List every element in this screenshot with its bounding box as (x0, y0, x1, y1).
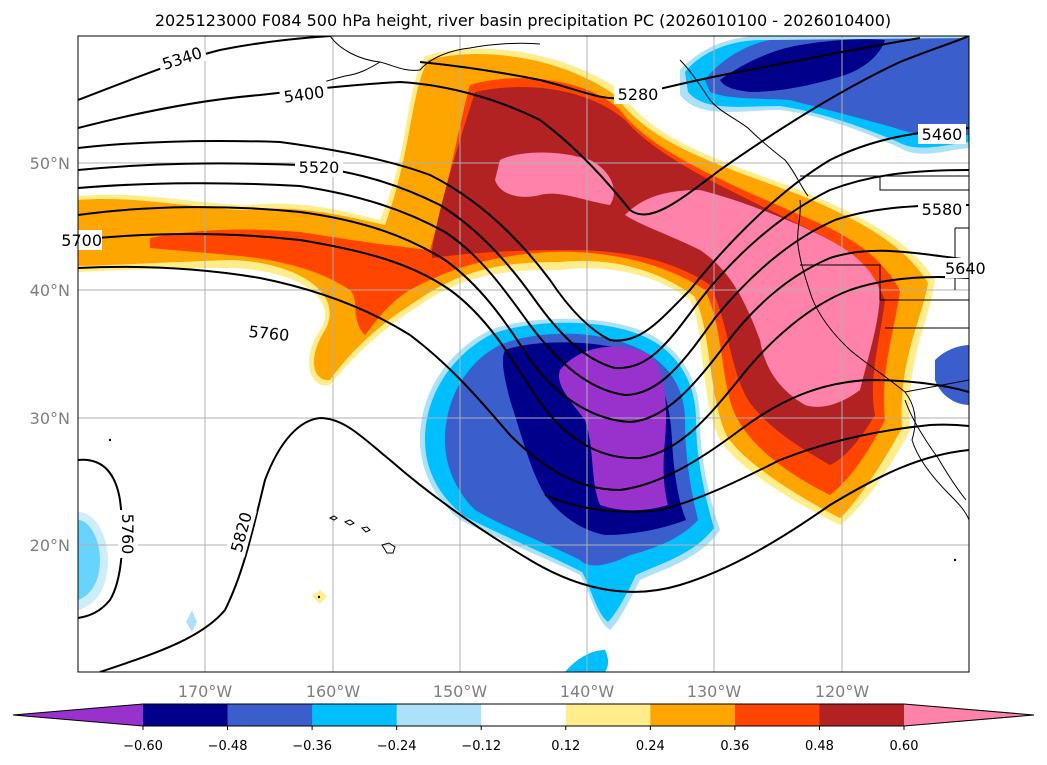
contour-label: 5280 (618, 85, 659, 104)
lon-label-160w: 160°W (306, 682, 361, 701)
colorbar-tick-label: −0.24 (377, 739, 417, 754)
colorbar-segment (312, 704, 397, 726)
contour-label: 5700 (61, 231, 102, 250)
lon-label-120w: 120°W (815, 682, 870, 701)
colorbar-tick-label: 0.24 (636, 739, 665, 754)
colorbar-segment (650, 704, 735, 726)
island-dot-3 (318, 596, 320, 598)
lon-label-150w: 150°W (433, 682, 488, 701)
contour-label: 5640 (945, 259, 986, 278)
colorbar-tick-label: 0.36 (720, 739, 749, 754)
colorbar-segments (13, 704, 1034, 726)
contour-label: 5460 (922, 125, 963, 144)
lat-label-50n: 50°N (30, 154, 70, 173)
contour-label: 5520 (299, 158, 340, 177)
colorbar-tick-label: −0.36 (292, 739, 332, 754)
colorbar-segment (735, 704, 820, 726)
longitude-labels: 170°W 160°W 150°W 140°W 130°W 120°W (178, 682, 870, 701)
colorbar-ticks: −0.60 −0.48 −0.36 −0.24 −0.12 0.12 0.24 0.36 0.4… (123, 726, 918, 754)
contour-label: 5760 (118, 514, 137, 555)
colorbar-segment (819, 704, 904, 726)
figure-title: 2025123000 F084 500 hPa height, river ba… (155, 11, 891, 30)
lat-label-30n: 30°N (30, 409, 70, 428)
colorbar-segment (481, 704, 566, 726)
island-dot-2 (954, 559, 956, 561)
colorbar-tick-label: 0.60 (890, 739, 919, 754)
colorbar-extend-max (904, 704, 1034, 726)
colorbar: −0.60 −0.48 −0.36 −0.24 −0.12 0.12 0.24 0.36 0.4… (13, 704, 1034, 754)
colorbar-extend-min (13, 704, 143, 726)
lon-label-140w: 140°W (560, 682, 615, 701)
lon-label-130w: 130°W (687, 682, 742, 701)
colorbar-tick-label: 0.48 (805, 739, 834, 754)
colorbar-segment (397, 704, 482, 726)
contour-label: 5580 (922, 200, 963, 219)
latitude-labels: 50°N 40°N 30°N 20°N (30, 154, 70, 555)
colorbar-segment (143, 704, 228, 726)
colorbar-tick-label: −0.48 (208, 739, 248, 754)
colorbar-segment (228, 704, 313, 726)
lat-label-20n: 20°N (30, 536, 70, 555)
colorbar-tick-label: −0.60 (123, 739, 163, 754)
colorbar-segment (566, 704, 651, 726)
island-dot-1 (109, 439, 111, 441)
lon-label-170w: 170°W (178, 682, 233, 701)
map-panel: 5340 5400 5280 5460 5520 5580 5640 5700 … (61, 36, 985, 672)
colorbar-tick-label: 0.12 (551, 739, 580, 754)
colorbar-tick-label: −0.12 (461, 739, 501, 754)
lat-label-40n: 40°N (30, 281, 70, 300)
